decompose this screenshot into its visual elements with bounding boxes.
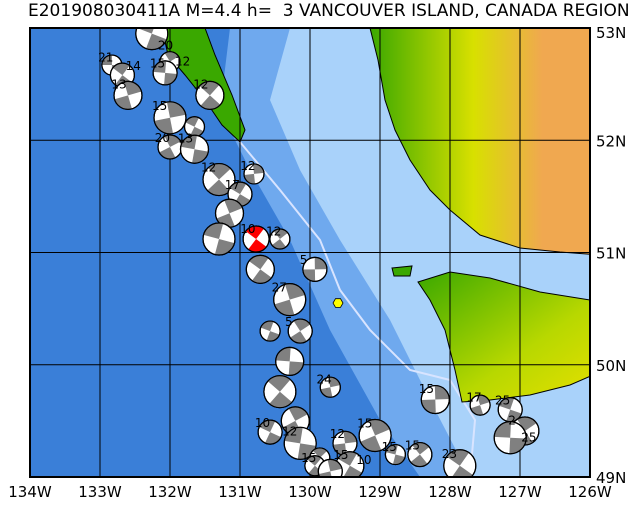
focal-mechanism-beachball[interactable] [469, 394, 491, 416]
lat-tick-label: 50N [596, 357, 626, 375]
lon-tick-label: 129W [358, 483, 402, 501]
event-depth-label: 15 [357, 416, 372, 430]
event-depth-label: 15 [419, 382, 434, 396]
event-depth-label: 2 [508, 413, 516, 427]
focal-mechanism-beachball[interactable] [152, 60, 178, 86]
axis-ticks: 134W 133W 132W 131W 130W 129W 128W 127W 126W 53N 5… [8, 24, 626, 501]
lat-tick-label: 51N [596, 245, 626, 263]
lat-tick-label: 53N [596, 24, 626, 42]
event-depth-label: 12 [193, 78, 208, 92]
event-title: E201908030411A M=4.4 h= 3 VANCOUVER ISLA… [28, 1, 630, 21]
event-depth-label: 17 [466, 390, 481, 404]
lon-tick-label: 127W [498, 483, 542, 501]
lat-tick-label: 49N [596, 469, 626, 487]
focal-mechanisms [101, 18, 540, 483]
focal-mechanism-beachball[interactable] [242, 225, 270, 253]
event-depth-label: 10 [240, 222, 255, 236]
focal-mechanism-beachball[interactable] [269, 228, 291, 250]
event-depth-label: 15 [333, 448, 348, 462]
event-depth-label: 13 [111, 78, 126, 92]
event-depth-label: 27 [272, 281, 287, 295]
event-depth-label: 23 [442, 447, 457, 461]
focal-mechanism-beachball[interactable] [319, 376, 341, 398]
focal-mechanism-beachball[interactable] [443, 449, 477, 482]
focal-mechanism-beachball[interactable] [243, 163, 265, 185]
focal-mechanism-beachball[interactable] [135, 18, 169, 51]
focal-mechanism-beachball[interactable] [493, 421, 527, 455]
lon-tick-label: 133W [78, 483, 122, 501]
map-frame [29, 27, 591, 478]
event-depth-label: 12 [201, 161, 216, 175]
focal-mechanism-beachball[interactable] [179, 134, 210, 164]
vancouver-island [417, 271, 590, 403]
lon-tick-label: 132W [148, 483, 192, 501]
focal-mechanism-beachball[interactable] [202, 162, 236, 197]
focal-mechanism-beachball[interactable] [113, 80, 143, 110]
station-marker [332, 298, 344, 308]
focal-mechanism-beachball[interactable] [195, 80, 225, 110]
event-depth-label: 10 [356, 453, 371, 467]
lon-tick-label: 130W [288, 483, 332, 501]
focal-mechanism-beachball[interactable] [153, 101, 187, 135]
lat-tick-label: 52N [596, 132, 626, 150]
event-depth-label: 20 [158, 39, 173, 53]
event-depth-label: 5 [285, 315, 293, 329]
event-depth-label: 12 [175, 55, 190, 69]
focal-mechanism-beachball[interactable] [287, 318, 313, 344]
small-island [391, 265, 413, 277]
event-depth-label: 15 [405, 438, 420, 452]
focal-mechanism-beachball[interactable] [275, 346, 305, 376]
focal-mechanism-beachball[interactable] [358, 418, 392, 453]
focal-mechanism-beachball[interactable] [257, 419, 283, 445]
event-depth-label: 5 [300, 253, 308, 267]
event-depth-label: 21 [98, 50, 113, 64]
focal-mechanism-beachball[interactable] [245, 254, 275, 284]
focal-mechanism-beachball[interactable] [157, 134, 183, 160]
focal-mechanism-beachball[interactable] [302, 256, 328, 282]
lon-tick-label: 126W [568, 483, 612, 501]
event-depth-label: 13 [178, 132, 193, 146]
event-depth-label: 15 [301, 451, 316, 465]
event-depth-label: 14 [126, 59, 141, 73]
lon-tick-label: 131W [218, 483, 262, 501]
event-depth-label: 12 [266, 224, 281, 238]
focal-mechanism-beachball[interactable] [420, 384, 450, 415]
focal-mechanism-beachball[interactable] [317, 458, 343, 483]
event-depth-label: 12 [282, 424, 297, 438]
event-depth-label: 15 [150, 57, 165, 71]
event-depth-label: 25 [521, 431, 536, 445]
event-depth-label: 10 [255, 416, 270, 430]
focal-mechanism-beachball[interactable] [407, 441, 433, 468]
focal-mechanism-beachball[interactable] [283, 426, 317, 460]
event-depth-label: 12 [330, 427, 345, 441]
lon-tick-label: 134W [8, 483, 52, 501]
event-depth-label: 20 [155, 131, 170, 145]
graticule [30, 28, 590, 477]
event-depth-label: 24 [317, 372, 332, 386]
focal-mechanism-beachball[interactable] [273, 283, 307, 317]
event-depth-label: 25 [495, 393, 510, 407]
lon-tick-label: 128W [428, 483, 472, 501]
event-depth-label: 15 [382, 440, 397, 454]
event-depth-label: 12 [240, 159, 255, 173]
event-depth-label: 15 [152, 99, 167, 113]
focal-mechanism-beachball[interactable] [263, 375, 297, 409]
focal-mechanism-beachball[interactable] [332, 430, 358, 456]
focal-mechanism-beachball[interactable] [384, 443, 406, 466]
focal-mechanism-beachball[interactable] [202, 222, 236, 256]
focal-mechanism-beachball[interactable] [259, 320, 281, 342]
event-depth-label: 17 [225, 178, 240, 192]
focal-mechanism-beachball[interactable] [183, 116, 206, 138]
